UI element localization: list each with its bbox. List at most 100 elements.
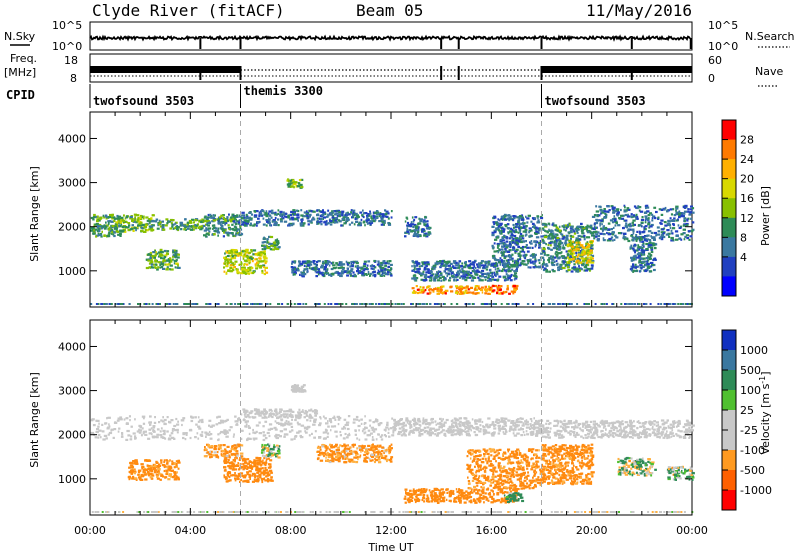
power-cell <box>110 220 113 223</box>
power-cell <box>509 217 513 220</box>
velocity-cell <box>240 437 243 440</box>
power-cell <box>628 303 631 305</box>
power-cell <box>442 259 446 262</box>
power-cell <box>518 224 521 227</box>
power-cell <box>639 210 644 213</box>
power-cell <box>262 217 265 220</box>
power-cell <box>630 265 633 268</box>
power-cell <box>635 237 639 240</box>
velocity-cell <box>97 433 101 437</box>
power-cell <box>677 303 680 305</box>
power-cell <box>324 271 328 274</box>
velocity-cell <box>208 424 211 427</box>
power-cell <box>574 228 578 231</box>
power-cell <box>527 259 530 262</box>
power-cell <box>521 248 524 251</box>
power-cell <box>143 230 147 233</box>
power-cell <box>553 303 556 305</box>
power-cell <box>573 256 577 259</box>
velocity-cell <box>181 419 185 422</box>
power-cell <box>455 261 458 264</box>
power-cell <box>258 266 263 269</box>
power-cell <box>517 221 520 224</box>
power-cell <box>542 235 544 238</box>
power-cell <box>505 240 509 243</box>
velocity-cell <box>147 437 151 440</box>
power-cell <box>384 268 387 271</box>
power-cell <box>325 263 328 266</box>
power-cell <box>601 211 605 214</box>
power-cell <box>370 267 373 270</box>
power-cell <box>117 233 121 236</box>
power-cell <box>216 218 218 221</box>
power-cell <box>687 208 690 211</box>
power-cell <box>154 254 157 257</box>
velocity-cell <box>236 423 238 426</box>
power-cell <box>174 222 177 225</box>
power-cell <box>306 214 308 217</box>
power-cell <box>234 262 236 266</box>
power-cell <box>435 303 438 305</box>
power-cell <box>107 220 111 223</box>
power-cell <box>565 227 568 230</box>
power-cell <box>308 267 311 270</box>
power-cell <box>431 289 435 292</box>
power-cell <box>300 178 304 181</box>
power-cell <box>161 251 164 254</box>
power-cell <box>641 216 644 219</box>
power-cell <box>269 235 274 239</box>
velocity-cell <box>189 436 192 440</box>
power-cell <box>303 211 307 214</box>
power-cell <box>503 255 507 258</box>
velocity-cell <box>296 421 299 424</box>
power-cell <box>484 292 488 295</box>
power-cell <box>646 238 650 241</box>
velocity-cell <box>288 413 292 417</box>
velocity-cell <box>363 422 367 425</box>
power-cell <box>95 303 98 305</box>
power-cell <box>508 214 511 217</box>
power-cell <box>103 216 106 219</box>
velocity-cell <box>222 419 225 422</box>
power-cell <box>509 234 512 237</box>
power-cell <box>171 223 173 226</box>
power-cell <box>155 218 159 221</box>
power-cell <box>466 276 469 279</box>
power-cell <box>565 250 570 253</box>
power-cell <box>670 236 674 240</box>
power-cell <box>616 214 619 217</box>
freq-band <box>541 66 692 73</box>
power-cell <box>349 265 352 268</box>
power-cell <box>580 263 583 266</box>
power-cell <box>107 223 110 226</box>
power-cell <box>636 247 639 250</box>
velocity-cell <box>247 437 250 440</box>
power-cell <box>272 220 276 223</box>
velocity-cell <box>184 438 187 441</box>
power-cell <box>351 214 355 217</box>
power-cell <box>514 229 518 232</box>
velocity-cell <box>254 412 257 416</box>
power-cell <box>209 215 213 218</box>
power-cell <box>377 260 380 263</box>
power-cell <box>632 219 636 222</box>
power-cell <box>623 204 626 207</box>
power-cell <box>591 215 596 218</box>
power-cell <box>243 253 246 256</box>
power-cell <box>334 303 337 305</box>
power-cell <box>512 237 515 240</box>
velocity-cell <box>278 410 282 413</box>
velocity-cell <box>268 408 272 411</box>
power-cell <box>513 270 516 273</box>
power-cell <box>416 288 420 291</box>
power-cell <box>315 267 319 270</box>
power-cell <box>546 269 548 272</box>
power-cell <box>517 242 520 245</box>
power-cell <box>628 225 632 228</box>
power-cell <box>263 236 265 239</box>
power-cell <box>675 212 678 215</box>
power-cell <box>338 215 342 218</box>
power-cell <box>630 213 633 216</box>
power-cell <box>438 303 441 305</box>
power-cell <box>143 217 145 220</box>
